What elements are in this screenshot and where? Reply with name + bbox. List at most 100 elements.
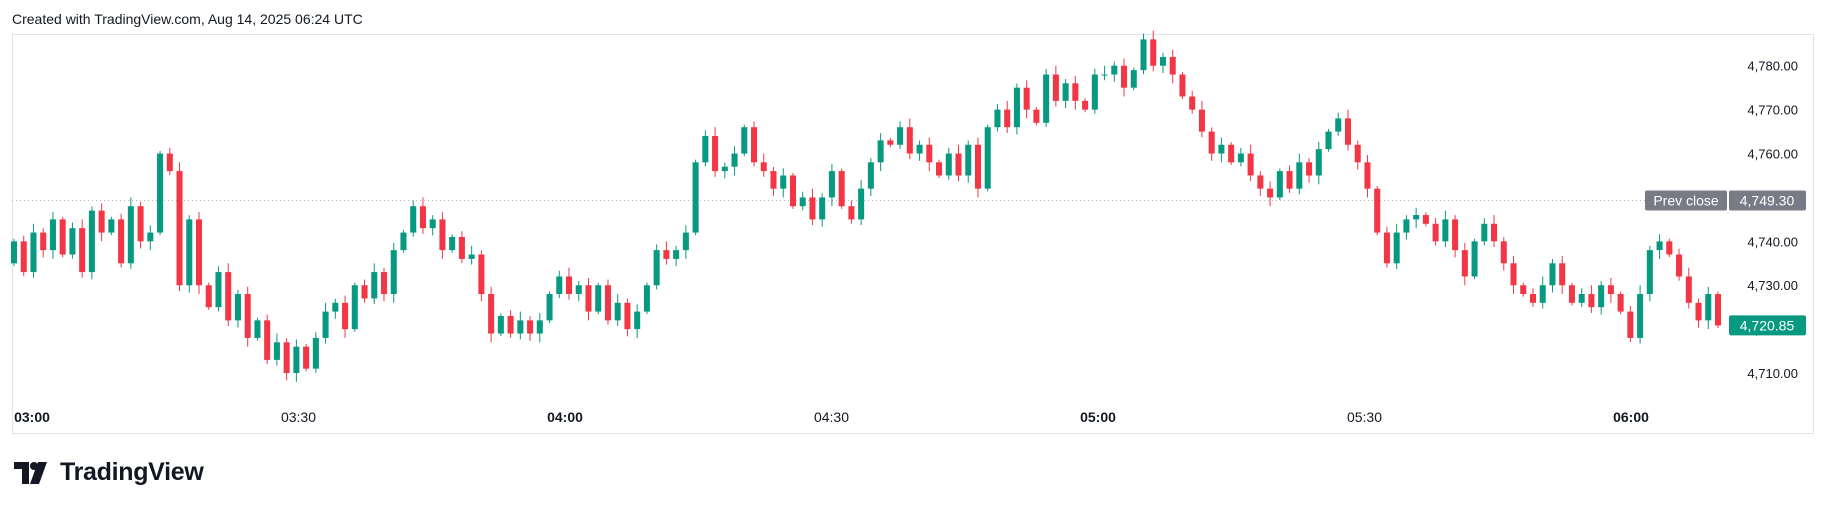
candles-group (10, 30, 1722, 382)
candle (390, 242, 397, 303)
candle (1013, 83, 1020, 135)
prev-close-value-bg (1729, 190, 1806, 211)
candle (721, 162, 728, 179)
candle (858, 179, 865, 226)
candle (906, 118, 913, 160)
candle (1481, 218, 1488, 246)
candle (1218, 137, 1225, 163)
candle (1082, 98, 1089, 113)
candle (458, 231, 465, 264)
candle (1383, 226, 1390, 268)
candle (380, 267, 388, 302)
candle (507, 310, 514, 338)
candle (1257, 171, 1264, 196)
y-tick-label: 4,780.00 (1747, 59, 1798, 74)
y-tick-label: 4,710.00 (1747, 366, 1798, 381)
chart-attribution: Created with TradingView.com, Aug 14, 20… (12, 11, 363, 27)
candle (799, 191, 806, 211)
candle (936, 159, 943, 179)
candle (614, 294, 621, 327)
candle (556, 270, 563, 299)
candle (1559, 256, 1566, 295)
candle (702, 130, 709, 167)
candle (244, 286, 251, 347)
chart-frame[interactable] (12, 34, 1814, 434)
candle (984, 124, 991, 192)
candle (887, 137, 894, 148)
candle (69, 222, 76, 259)
candle (517, 311, 524, 340)
candle (1306, 158, 1313, 183)
candle (215, 266, 222, 312)
candle (1685, 267, 1692, 309)
candle (371, 263, 378, 305)
candle (1052, 65, 1059, 107)
candle (439, 212, 446, 259)
candle (926, 137, 933, 172)
candle (536, 313, 543, 343)
candle (1354, 140, 1361, 170)
last-price-value: 4,720.85 (1740, 317, 1795, 333)
candle (789, 172, 796, 209)
candle (488, 286, 495, 343)
candle (770, 166, 777, 196)
candle (1714, 291, 1722, 329)
candle (1607, 278, 1614, 303)
candle (1656, 234, 1663, 259)
tradingview-logo[interactable]: TradingView (14, 458, 204, 487)
x-tick-label: 05:30 (1347, 409, 1382, 425)
candle (838, 168, 845, 209)
candle (751, 121, 758, 167)
candle (1315, 141, 1322, 185)
candle (1588, 285, 1595, 313)
candle (49, 212, 56, 259)
candle (1159, 52, 1167, 73)
candle (1276, 168, 1283, 201)
candle (1374, 186, 1381, 236)
candle (449, 234, 456, 253)
candle (351, 282, 358, 332)
candle (955, 144, 962, 182)
candle (497, 313, 504, 337)
prev-close-tag: Prev close 4,749.30 (1645, 190, 1806, 211)
candle (40, 228, 47, 258)
x-tick-label: 06:00 (1613, 409, 1649, 425)
candle (624, 298, 631, 337)
candle (994, 103, 1001, 132)
candle (965, 140, 972, 183)
candle (1004, 100, 1011, 133)
candle (176, 162, 183, 291)
x-axis[interactable]: 03:0003:3004:0004:3005:0005:3006:0006:30… (14, 409, 1826, 425)
prev-close-value: 4,749.30 (1740, 193, 1795, 209)
candle (195, 212, 203, 295)
candle (1198, 100, 1205, 138)
candle (1364, 155, 1371, 198)
candle (575, 281, 582, 302)
x-tick-label: 03:00 (14, 409, 50, 425)
candle (342, 295, 349, 338)
candle (634, 304, 641, 338)
candle (1208, 127, 1215, 161)
candle (565, 267, 573, 300)
candle (1101, 65, 1108, 81)
tradingview-logo-icon (14, 461, 47, 484)
candle (712, 127, 719, 177)
y-tick-label: 4,760.00 (1747, 147, 1798, 162)
price-chart[interactable]: 4,710.004,720.004,730.004,740.004,750.00… (0, 0, 1826, 440)
candle (30, 223, 37, 278)
candle (1432, 218, 1439, 246)
candle (283, 338, 290, 381)
candle (1033, 107, 1040, 126)
candle (1189, 90, 1196, 114)
candle (1461, 242, 1468, 286)
candle (653, 244, 660, 290)
candle (1520, 282, 1527, 297)
candle (643, 282, 650, 315)
candle (1335, 112, 1342, 136)
candle (264, 314, 271, 365)
prev-close-label-bg (1645, 190, 1727, 211)
candle (682, 225, 689, 259)
candle (127, 197, 134, 269)
candle (848, 200, 855, 224)
candle (1539, 276, 1546, 309)
